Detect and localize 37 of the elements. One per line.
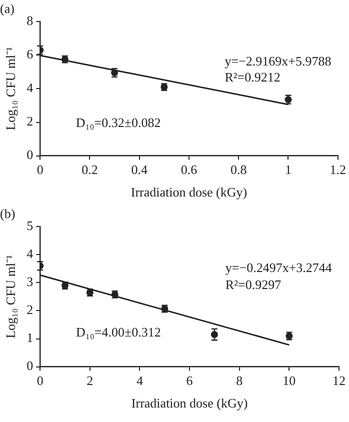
- y-tick-label: 4: [26, 80, 34, 96]
- annotation: R²=0.9212: [224, 69, 280, 84]
- annotation: R²=0.9297: [225, 276, 282, 292]
- y-tick-label: 6: [26, 46, 34, 62]
- y-tick-label: 2: [26, 114, 34, 129]
- x-tick-label: 10: [282, 373, 296, 388]
- y-tick-label: 8: [26, 13, 34, 28]
- chart-title: (b): [0, 206, 16, 222]
- y-tick-label: 5: [26, 218, 34, 234]
- annotation: y=−2.9169x+5.9788: [224, 53, 332, 68]
- x-tick-label: 6: [186, 373, 194, 388]
- y-tick-label: 3: [26, 274, 34, 290]
- y-tick-label: 2: [26, 302, 34, 318]
- x-tick-label: 1: [284, 162, 292, 178]
- x-axis-title: Irradiation dose (kGy): [131, 396, 248, 411]
- x-tick-label: 12: [332, 373, 346, 388]
- x-tick-label: 0: [36, 162, 44, 178]
- y-axis-title: Log₁₀ CFU ml⁻¹: [3, 46, 18, 130]
- y-tick-label: 1: [26, 330, 34, 346]
- x-tick-label: 0.4: [131, 162, 148, 178]
- x-tick-label: 8: [236, 373, 243, 388]
- y-tick-label: 0: [26, 147, 34, 162]
- x-tick-label: 1.2: [330, 162, 346, 178]
- x-axis-title: Irradiation dose (kGy): [130, 184, 248, 200]
- annotation: D₁₀=4.00±0.312: [76, 324, 161, 340]
- x-tick-label: 0: [36, 373, 44, 388]
- x-tick-label: 4: [136, 373, 144, 388]
- chart-title: (a): [0, 1, 14, 16]
- x-tick-label: 0.8: [230, 162, 247, 178]
- x-tick-label: 0.2: [82, 162, 98, 178]
- x-tick-label: 0.6: [180, 162, 198, 178]
- annotation: y=−0.2497x+3.2744: [225, 260, 332, 276]
- annotation: D₁₀=0.32±0.082: [76, 115, 161, 130]
- y-tick-label: 4: [26, 246, 34, 262]
- x-tick-label: 2: [86, 373, 94, 388]
- y-tick-label: 0: [26, 358, 34, 374]
- y-axis-title: Log₁₀ CFU ml⁻¹: [3, 254, 18, 338]
